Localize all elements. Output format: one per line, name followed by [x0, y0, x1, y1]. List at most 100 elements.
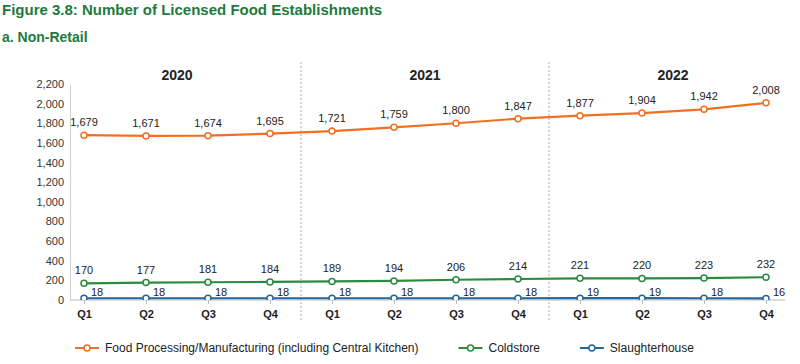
- legend-item: Food Processing/Manufacturing (including…: [75, 341, 419, 355]
- series-marker: [267, 295, 273, 300]
- data-label: 1,942: [690, 90, 718, 102]
- data-label: 1,674: [194, 117, 222, 129]
- series-marker: [143, 295, 149, 300]
- data-label: 1,904: [628, 94, 656, 106]
- series-marker: [453, 277, 459, 283]
- y-tick: 2,000: [36, 98, 70, 110]
- y-tick: 1,600: [36, 137, 70, 149]
- chart: Figure 3.8: Number of Licensed Food Esta…: [0, 0, 800, 364]
- data-label: 18: [215, 286, 227, 298]
- data-label: 1,800: [442, 104, 470, 116]
- x-tick-label: Q3: [201, 308, 216, 320]
- y-tick: 200: [46, 274, 70, 286]
- y-tick: 2,200: [36, 78, 70, 90]
- y-tick: 1,200: [36, 176, 70, 188]
- x-tick: Q4: [759, 300, 775, 320]
- y-tick-label: 600: [46, 235, 64, 247]
- data-label: 16: [773, 286, 785, 298]
- data-label: 184: [261, 263, 279, 275]
- legend-label: Slaughterhouse: [610, 341, 694, 355]
- plot-area: [81, 100, 769, 300]
- series-marker: [329, 128, 335, 134]
- data-label: 181: [199, 263, 217, 275]
- data-label: 18: [91, 286, 103, 298]
- x-tick-label: Q1: [325, 308, 340, 320]
- x-tick-mark: [84, 300, 85, 304]
- x-tick: Q3: [697, 300, 712, 320]
- series-marker: [639, 275, 645, 281]
- x-tick-mark: [642, 300, 643, 304]
- x-tick: Q4: [511, 300, 527, 320]
- series-marker: [763, 100, 769, 106]
- x-axis: Q1Q2Q3Q4Q1Q2Q3Q4Q1Q2Q3Q4: [70, 300, 785, 320]
- legend-label: Food Processing/Manufacturing (including…: [105, 341, 419, 355]
- series-marker: [453, 295, 459, 300]
- series-marker: [515, 116, 521, 122]
- x-tick-label: Q4: [511, 308, 527, 320]
- y-tick-label: 400: [46, 255, 64, 267]
- x-tick: Q2: [387, 300, 402, 320]
- data-label: 206: [447, 261, 465, 273]
- data-label: 1,671: [132, 117, 160, 129]
- x-tick-mark: [766, 300, 767, 304]
- group-label: 2021: [409, 67, 440, 83]
- series-line: [84, 277, 766, 283]
- series-marker: [515, 295, 521, 300]
- group-label: 2020: [161, 67, 192, 83]
- data-label: 18: [401, 286, 413, 298]
- legend-marker: [468, 345, 474, 351]
- data-label: 1,847: [504, 100, 532, 112]
- y-tick-label: 1,200: [36, 176, 64, 188]
- series-marker: [143, 280, 149, 286]
- series-marker: [329, 278, 335, 284]
- subtitle: a. Non-Retail: [2, 29, 88, 45]
- x-tick-mark: [270, 300, 271, 304]
- x-tick-label: Q3: [697, 308, 712, 320]
- series-marker: [763, 295, 769, 300]
- x-tick: Q3: [201, 300, 216, 320]
- x-tick: Q1: [77, 300, 92, 320]
- series-marker: [391, 295, 397, 300]
- data-label: 1,679: [70, 116, 98, 128]
- series-marker: [763, 274, 769, 280]
- data-label: 18: [153, 286, 165, 298]
- series-marker: [81, 280, 87, 286]
- x-tick-label: Q2: [387, 308, 402, 320]
- data-label: 220: [633, 259, 651, 271]
- data-label: 18: [711, 286, 723, 298]
- data-label: 223: [695, 259, 713, 271]
- series-marker: [81, 295, 87, 300]
- series-marker: [577, 295, 583, 300]
- x-tick-mark: [332, 300, 333, 304]
- x-tick-label: Q3: [449, 308, 464, 320]
- x-tick-label: Q2: [139, 308, 154, 320]
- series-marker: [391, 124, 397, 130]
- data-label: 2,008: [752, 84, 780, 96]
- data-label: 19: [587, 286, 599, 298]
- series-marker: [329, 295, 335, 300]
- series-marker: [577, 275, 583, 281]
- data-label: 18: [277, 286, 289, 298]
- legend-marker: [84, 345, 90, 351]
- series-marker: [81, 132, 87, 138]
- x-tick-label: Q1: [77, 308, 92, 320]
- y-tick: 800: [46, 215, 70, 227]
- series-marker: [639, 295, 645, 300]
- data-label: 194: [385, 262, 403, 274]
- series-marker: [701, 106, 707, 112]
- data-label: 19: [649, 286, 661, 298]
- x-tick: Q3: [449, 300, 464, 320]
- series-marker: [205, 133, 211, 139]
- y-tick: 1,800: [36, 117, 70, 129]
- group-separator: [301, 62, 302, 322]
- y-tick: 600: [46, 235, 70, 247]
- y-tick-label: 1,400: [36, 157, 64, 169]
- series-marker: [205, 295, 211, 300]
- data-label: 18: [463, 286, 475, 298]
- data-label: 189: [323, 262, 341, 274]
- data-label: 221: [571, 259, 589, 271]
- data-label: 170: [75, 264, 93, 276]
- x-tick-label: Q4: [759, 308, 775, 320]
- series-marker: [577, 113, 583, 119]
- data-label: 232: [757, 258, 775, 270]
